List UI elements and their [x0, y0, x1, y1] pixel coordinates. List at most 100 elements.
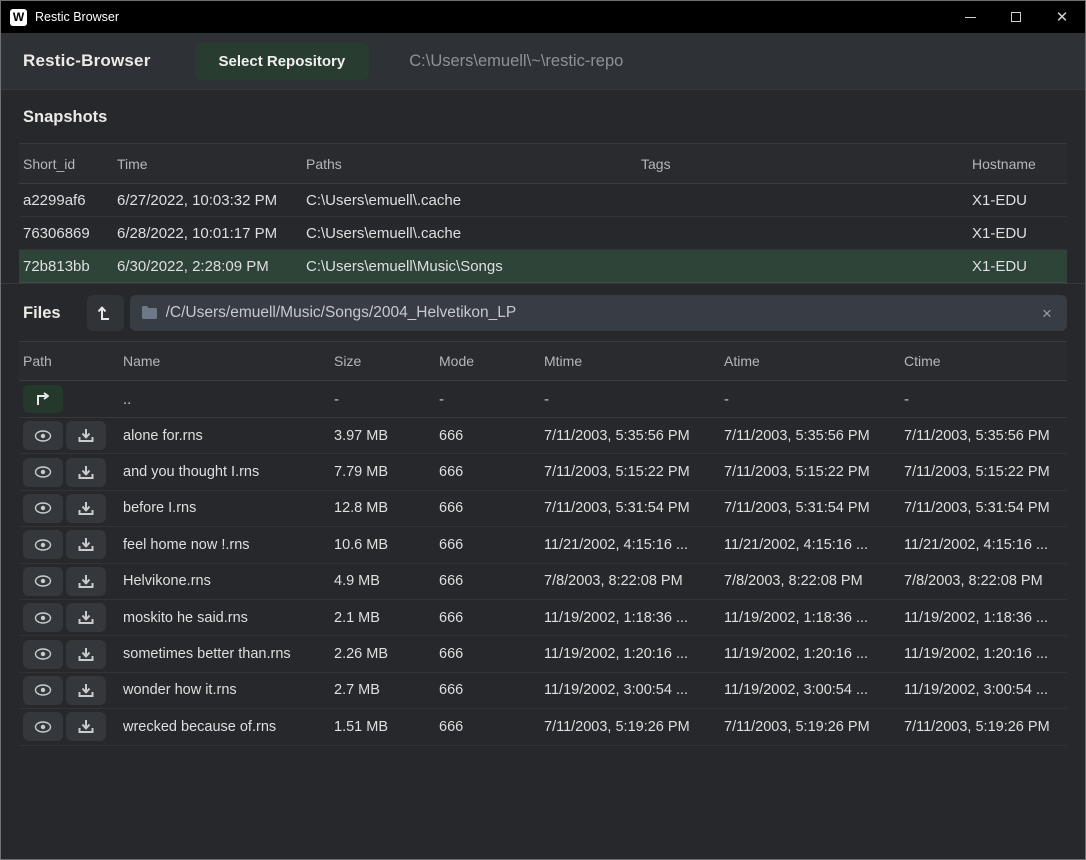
file-ctime: 11/19/2002, 1:18:36 ...	[900, 610, 1067, 626]
repository-header: Restic-Browser Select Repository C:\User…	[1, 33, 1085, 89]
file-mode: 666	[435, 500, 540, 516]
up-to-root-button[interactable]	[87, 295, 124, 331]
eye-icon	[34, 502, 52, 514]
download-icon	[78, 465, 94, 480]
file-size: 4.9 MB	[330, 573, 435, 589]
preview-file-button[interactable]	[23, 494, 63, 523]
file-atime: 11/19/2002, 1:20:16 ...	[720, 646, 900, 662]
preview-file-button[interactable]	[23, 676, 63, 705]
snapshot-paths: C:\Users\emuell\.cache	[302, 192, 637, 209]
titlebar: W Restic Browser ✕	[1, 1, 1085, 33]
col-atime: Atime	[720, 353, 900, 369]
download-file-button[interactable]	[66, 494, 106, 523]
download-file-button[interactable]	[66, 676, 106, 705]
select-repository-button[interactable]: Select Repository	[195, 43, 370, 80]
file-mtime: 11/19/2002, 1:18:36 ...	[540, 610, 720, 626]
folder-icon	[141, 305, 158, 320]
col-time: Time	[113, 156, 302, 172]
snapshot-time: 6/28/2022, 10:01:17 PM	[113, 225, 302, 242]
file-name: before I.rns	[119, 500, 330, 516]
download-icon	[78, 428, 94, 443]
parent-name: ..	[119, 391, 330, 408]
snapshot-short-id: a2299af6	[19, 192, 113, 209]
file-name: and you thought I.rns	[119, 464, 330, 480]
download-file-button[interactable]	[66, 640, 106, 669]
col-tags: Tags	[637, 156, 968, 172]
snapshot-hostname: X1-EDU	[968, 192, 1067, 209]
close-button[interactable]: ✕	[1039, 1, 1085, 33]
snapshot-row[interactable]: a2299af6 6/27/2022, 10:03:32 PM C:\Users…	[19, 184, 1067, 217]
up-right-arrow-icon	[34, 392, 52, 406]
files-title: Files	[23, 304, 61, 323]
eye-icon	[34, 648, 52, 660]
file-row: and you thought I.rns 7.79 MB 666 7/11/2…	[19, 454, 1067, 490]
preview-file-button[interactable]	[23, 640, 63, 669]
snapshots-table-header: Short_id Time Paths Tags Hostname	[19, 143, 1067, 184]
file-ctime: 11/19/2002, 1:20:16 ...	[900, 646, 1067, 662]
parent-ctime: -	[900, 391, 1067, 408]
app-logo-icon: W	[10, 9, 27, 26]
file-mtime: 7/11/2003, 5:35:56 PM	[540, 428, 720, 444]
col-size: Size	[330, 353, 435, 369]
maximize-icon	[1011, 12, 1021, 22]
go-up-directory-button[interactable]	[23, 385, 63, 413]
download-file-button[interactable]	[66, 530, 106, 559]
repository-path: C:\Users\emuell\~\restic-repo	[409, 52, 623, 71]
files-bar: Files ×	[1, 283, 1085, 341]
snapshot-short-id: 72b813bb	[19, 258, 113, 275]
col-mtime: Mtime	[540, 353, 720, 369]
eye-icon	[34, 575, 52, 587]
snapshot-hostname: X1-EDU	[968, 225, 1067, 242]
snapshot-time: 6/27/2022, 10:03:32 PM	[113, 192, 302, 209]
snapshot-paths: C:\Users\emuell\Music\Songs	[302, 258, 637, 275]
parent-size: -	[330, 391, 435, 408]
files-table-header: Path Name Size Mode Mtime Atime Ctime	[19, 341, 1067, 381]
download-file-button[interactable]	[66, 567, 106, 596]
eye-icon	[34, 430, 52, 442]
download-file-button[interactable]	[66, 421, 106, 450]
download-file-button[interactable]	[66, 458, 106, 487]
preview-file-button[interactable]	[23, 530, 63, 559]
parent-mtime: -	[540, 391, 720, 408]
file-row: before I.rns 12.8 MB 666 7/11/2003, 5:31…	[19, 491, 1067, 527]
files-table-body: alone for.rns 3.97 MB 666 7/11/2003, 5:3…	[19, 418, 1067, 746]
clear-path-button[interactable]: ×	[1035, 301, 1059, 325]
parent-atime: -	[720, 391, 900, 408]
parent-mode: -	[435, 391, 540, 408]
snapshots-table-body: a2299af6 6/27/2022, 10:03:32 PM C:\Users…	[19, 184, 1067, 283]
file-size: 1.51 MB	[330, 719, 435, 735]
preview-file-button[interactable]	[23, 603, 63, 632]
preview-file-button[interactable]	[23, 421, 63, 450]
file-ctime: 11/19/2002, 3:00:54 ...	[900, 682, 1067, 698]
file-atime: 11/19/2002, 1:18:36 ...	[720, 610, 900, 626]
file-row: sometimes better than.rns 2.26 MB 666 11…	[19, 636, 1067, 672]
file-size: 10.6 MB	[330, 537, 435, 553]
file-mode: 666	[435, 682, 540, 698]
download-icon	[78, 574, 94, 589]
current-path-input[interactable]	[130, 295, 1067, 331]
download-icon	[78, 719, 94, 734]
file-ctime: 7/11/2003, 5:15:22 PM	[900, 464, 1067, 480]
snapshot-row[interactable]: 72b813bb 6/30/2022, 2:28:09 PM C:\Users\…	[19, 250, 1067, 283]
eye-icon	[34, 539, 52, 551]
file-ctime: 7/11/2003, 5:31:54 PM	[900, 500, 1067, 516]
download-file-button[interactable]	[66, 712, 106, 741]
file-mode: 666	[435, 719, 540, 735]
file-size: 2.7 MB	[330, 682, 435, 698]
col-mode: Mode	[435, 353, 540, 369]
file-atime: 7/11/2003, 5:31:54 PM	[720, 500, 900, 516]
download-file-button[interactable]	[66, 603, 106, 632]
file-size: 2.26 MB	[330, 646, 435, 662]
file-row: alone for.rns 3.97 MB 666 7/11/2003, 5:3…	[19, 418, 1067, 454]
preview-file-button[interactable]	[23, 712, 63, 741]
preview-file-button[interactable]	[23, 458, 63, 487]
close-icon: ✕	[1056, 10, 1069, 25]
snapshot-row[interactable]: 76306869 6/28/2022, 10:01:17 PM C:\Users…	[19, 217, 1067, 250]
preview-file-button[interactable]	[23, 567, 63, 596]
file-mode: 666	[435, 537, 540, 553]
maximize-button[interactable]	[993, 1, 1039, 33]
window-controls: ✕	[947, 1, 1085, 33]
minimize-button[interactable]	[947, 1, 993, 33]
file-row: wonder how it.rns 2.7 MB 666 11/19/2002,…	[19, 673, 1067, 709]
file-row: moskito he said.rns 2.1 MB 666 11/19/200…	[19, 600, 1067, 636]
